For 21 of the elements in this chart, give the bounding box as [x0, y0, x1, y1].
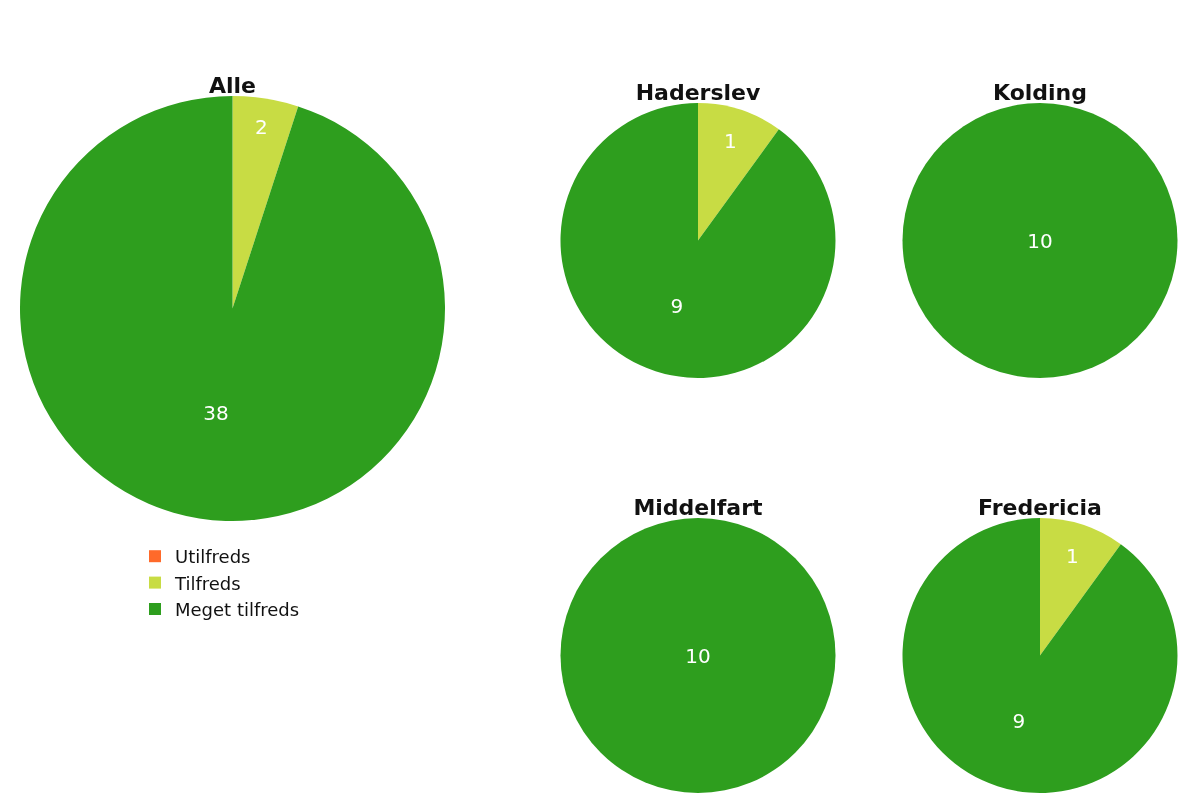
- data-label: 1: [1066, 543, 1079, 568]
- chart-title: Alle: [208, 73, 257, 98]
- chart-title: Kolding: [992, 80, 1088, 105]
- pie-slice: [560, 103, 836, 378]
- legend-label: Tilfreds: [174, 572, 241, 594]
- pie-slice: [902, 518, 1178, 793]
- data-label: 2: [254, 115, 268, 140]
- legend-label: Meget tilfreds: [175, 599, 300, 621]
- data-label: 1: [724, 128, 737, 153]
- chart-title: Haderslev: [635, 80, 761, 105]
- data-label: 10: [1027, 228, 1053, 253]
- data-label: 9: [1012, 708, 1026, 733]
- legend-label: Utilfreds: [175, 546, 251, 568]
- pie-slice: [698, 103, 779, 241]
- chart-title: Fredericia: [978, 495, 1102, 520]
- data-label: 9: [670, 293, 684, 318]
- pie-slice: [1040, 518, 1121, 656]
- pie-slice: [20, 96, 445, 521]
- chart-title: Middelfart: [633, 495, 764, 520]
- data-label: 38: [203, 401, 229, 426]
- data-label: 10: [685, 643, 711, 668]
